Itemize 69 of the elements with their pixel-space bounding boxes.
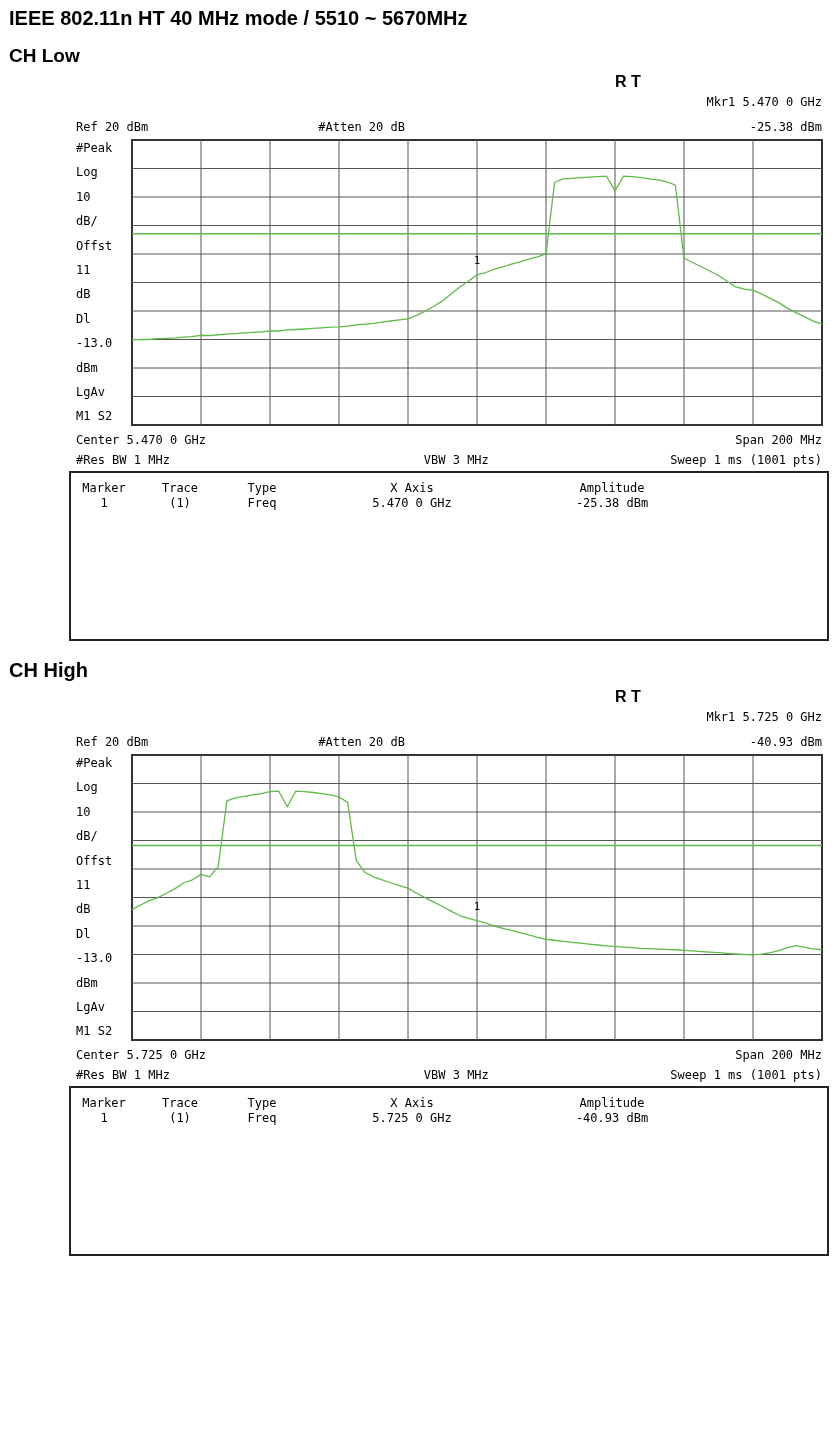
chart-title: IEEE 802.11n HT 40 MHz mode / 5510 ~ 5670MHz	[9, 7, 468, 29]
text: Mkr1 5.725 0 GHz	[706, 710, 822, 724]
text: Type	[247, 1096, 277, 1110]
text: -25.38 dBm	[575, 496, 649, 510]
text: #Res BW 1 MHz	[76, 1068, 170, 1082]
text: Center 5.470 0 GHz	[76, 433, 207, 447]
chart-title: CH High	[9, 659, 88, 681]
text: 5.470 0 GHz	[372, 496, 452, 510]
text: 11	[76, 263, 91, 277]
text: #Atten 20 dB	[318, 735, 405, 749]
text: Span 200 MHz	[735, 433, 822, 447]
text: -40.93 dBm	[575, 1111, 649, 1125]
text: VBW 3 MHz	[423, 1068, 489, 1082]
text: dBm	[76, 360, 98, 375]
text: Mkr1 5.470 0 GHz	[706, 95, 822, 109]
text: R T	[615, 688, 641, 705]
text: X Axis	[390, 1096, 434, 1110]
text: Marker	[82, 1096, 126, 1110]
text: Span 200 MHz	[735, 1048, 822, 1062]
text: (1)	[169, 496, 191, 510]
text: LgAv	[76, 385, 105, 399]
text: -13.0	[76, 951, 113, 966]
text: M1 S2	[76, 1024, 113, 1039]
annotation: 1	[473, 900, 481, 912]
text: -13.0	[76, 336, 113, 351]
text: Ref 20 dBm	[76, 735, 149, 749]
annotation: 1	[473, 254, 481, 266]
text: Trace	[161, 481, 199, 495]
text: dBm	[76, 975, 98, 990]
text: #Res BW 1 MHz	[76, 453, 170, 467]
text: #Peak	[76, 756, 113, 770]
text: dB/	[76, 214, 98, 229]
text: 1	[100, 1111, 108, 1125]
text: Trace	[161, 1096, 199, 1110]
text: Sweep 1 ms (1001 pts)	[670, 1068, 822, 1082]
text: Amplitude	[579, 1096, 645, 1110]
text: -25.38 dBm	[749, 120, 822, 134]
text: Sweep 1 ms (1001 pts)	[670, 453, 822, 467]
text: VBW 3 MHz	[423, 453, 489, 467]
text: Dl	[76, 311, 91, 326]
text: Freq	[247, 1111, 277, 1125]
text: Offst	[76, 853, 113, 868]
text: Ref 20 dBm	[76, 120, 149, 134]
text: Type	[247, 481, 277, 495]
text: Offst	[76, 238, 113, 253]
chart-subtitle: CH Low	[9, 45, 80, 66]
text: Dl	[76, 926, 91, 941]
text: dB/	[76, 829, 98, 844]
text: R T	[615, 73, 641, 90]
text: -40.93 dBm	[749, 735, 822, 749]
text: X Axis	[390, 481, 434, 495]
text: Amplitude	[579, 481, 645, 495]
text: #Peak	[76, 141, 113, 155]
text: 10	[76, 804, 91, 819]
text: Center 5.725 0 GHz	[76, 1048, 207, 1062]
text: Log	[76, 780, 98, 795]
text: 11	[76, 878, 91, 892]
text: Marker	[82, 481, 126, 495]
text: dB	[76, 287, 91, 302]
text: dB	[76, 902, 91, 917]
text: #Atten 20 dB	[318, 120, 405, 134]
text: Log	[76, 165, 98, 180]
text: 1	[100, 496, 108, 510]
text: M1 S2	[76, 409, 113, 424]
text: Freq	[247, 496, 277, 510]
text: (1)	[169, 1111, 191, 1125]
text: 10	[76, 189, 91, 204]
text: LgAv	[76, 1000, 105, 1014]
text: 5.725 0 GHz	[372, 1111, 452, 1125]
